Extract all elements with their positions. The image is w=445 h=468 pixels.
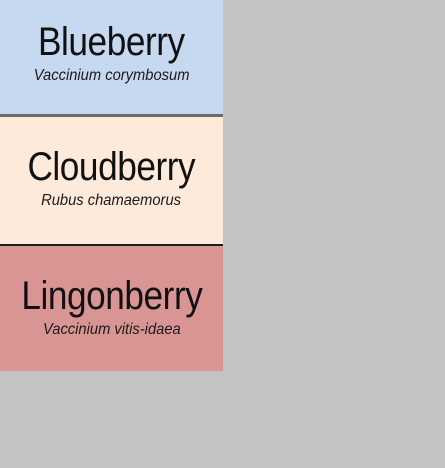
card-lingonberry: Lingonberry Vaccinium vitis-idaea (0, 246, 223, 371)
card-subtitle: Rubus chamaemorus (41, 192, 182, 209)
berry-card-stack: Blueberry Vaccinium corymbosum Cloudberr… (0, 0, 223, 371)
card-blueberry: Blueberry Vaccinium corymbosum (0, 0, 223, 117)
card-title: Cloudberry (27, 145, 196, 189)
card-title: Blueberry (38, 20, 185, 64)
card-title: Lingonberry (20, 274, 203, 318)
card-cloudberry: Cloudberry Rubus chamaemorus (0, 117, 223, 246)
card-subtitle: Vaccinium corymbosum (33, 67, 190, 84)
card-subtitle: Vaccinium vitis-idaea (42, 321, 181, 338)
